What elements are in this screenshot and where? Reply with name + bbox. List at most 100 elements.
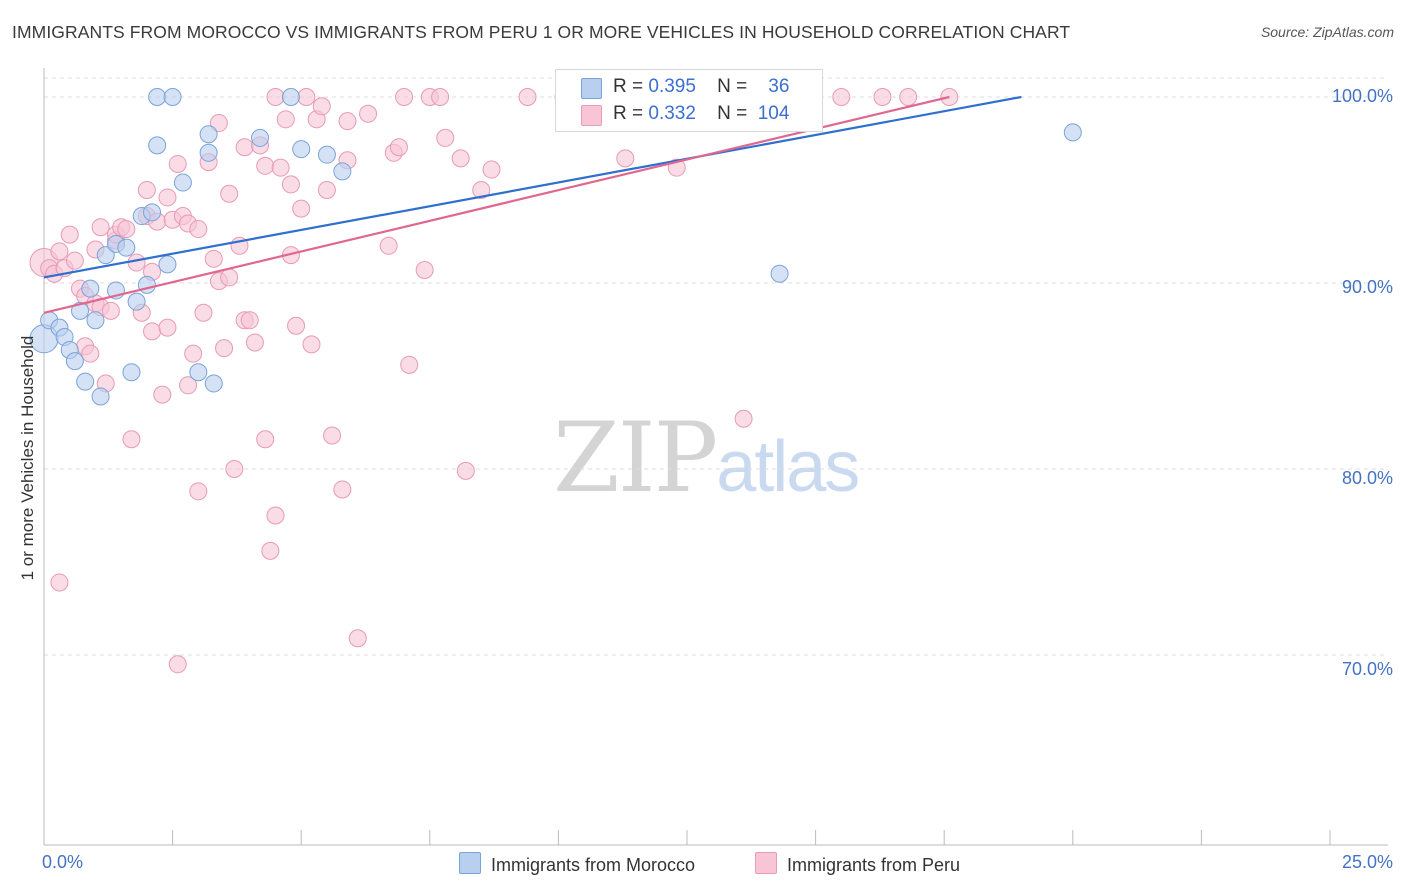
watermark-zip: ZIP (553, 402, 718, 514)
morocco-point (251, 128, 270, 147)
x-tick-label-max: 25.0% (1341, 852, 1393, 872)
morocco-point (122, 363, 141, 382)
peru-point (184, 344, 203, 363)
chart-title: IMMIGRANTS FROM MOROCCO VS IMMIGRANTS FR… (12, 22, 1071, 42)
peru-point (616, 149, 635, 168)
morocco-point (127, 292, 146, 311)
peru-point (143, 322, 162, 341)
peru-point (65, 251, 84, 270)
peru-point (518, 88, 537, 106)
y-tick-label: 100.0% (1331, 86, 1393, 106)
morocco-point (137, 275, 156, 294)
n-label: N = (717, 103, 748, 124)
peru-point (451, 149, 470, 168)
y-tick-label: 80.0% (1341, 468, 1393, 488)
morocco-point (204, 374, 223, 393)
r-label: R = (613, 103, 644, 124)
peru-point (271, 158, 290, 177)
morocco-point (86, 311, 105, 330)
morocco-point (317, 145, 336, 164)
peru-point (220, 268, 239, 287)
morocco-point (81, 279, 100, 298)
x-tick-label-min: 0.0% (42, 852, 84, 872)
peru-point (168, 154, 187, 173)
peru-point (431, 88, 450, 106)
morocco-point (65, 352, 84, 371)
stats-legend: R = 0.395 N = 36 R = 0.332 N = 104 (555, 69, 823, 132)
morocco-point (770, 264, 789, 283)
peru-point (137, 181, 156, 199)
morocco-point (173, 173, 192, 192)
peru-point (220, 184, 239, 203)
watermark: ZIPatlas (553, 402, 860, 514)
peru-point (189, 220, 208, 239)
peru-point (734, 409, 753, 428)
peru-point (400, 355, 419, 374)
r-value: 0.332 (648, 103, 696, 124)
peru-point (899, 88, 918, 106)
peru-point (482, 160, 501, 179)
bottom-legend-morocco: Immigrants from Morocco (459, 852, 695, 876)
morocco-point (189, 363, 208, 382)
peru-point (472, 181, 491, 199)
peru-point (395, 88, 414, 106)
peru-point (323, 426, 342, 445)
bottom-legend-morocco-label: Immigrants from Morocco (491, 855, 696, 875)
peru-point (256, 156, 275, 175)
peru-point (168, 655, 187, 674)
peru-point (179, 376, 198, 395)
peru-point (287, 316, 306, 335)
morocco-trend-line (43, 95, 1022, 279)
n-value: 36 (768, 76, 790, 97)
peru-point (153, 385, 172, 404)
morocco-point (148, 136, 167, 155)
peru-point (359, 104, 378, 123)
peru-point (256, 430, 275, 449)
peru-point (292, 199, 311, 218)
morocco-swatch (581, 78, 602, 99)
peru-point (266, 506, 285, 525)
morocco-point (199, 143, 218, 162)
peru-point (832, 88, 851, 106)
peru-point (225, 460, 244, 478)
peru-point (245, 333, 264, 352)
n-label: N = (717, 76, 748, 97)
peru-swatch (755, 852, 777, 874)
morocco-point (158, 255, 177, 274)
peru-point (415, 260, 434, 279)
peru-point (456, 461, 475, 480)
peru-point (333, 480, 352, 499)
peru-point (873, 88, 892, 106)
peru-point (348, 629, 367, 648)
peru-point (338, 112, 357, 131)
y-axis-label: 1 or more Vehicles in Household (18, 335, 37, 581)
peru-point (261, 541, 280, 560)
morocco-point (96, 246, 115, 265)
peru-point (209, 114, 228, 133)
peru-point (215, 339, 234, 358)
peru-swatch (581, 105, 602, 126)
morocco-point (281, 88, 300, 106)
morocco-point (117, 238, 136, 257)
peru-point (50, 573, 69, 592)
morocco-swatch (459, 852, 481, 874)
peru-point (81, 344, 100, 363)
peru-point (194, 303, 213, 322)
peru-point (158, 318, 177, 337)
peru-point (91, 218, 110, 237)
peru-point (60, 225, 79, 244)
peru-point (122, 430, 141, 449)
y-tick-label: 70.0% (1341, 659, 1393, 679)
morocco-point (91, 387, 110, 406)
morocco-point (199, 125, 218, 144)
morocco-point (71, 301, 90, 320)
peru-point (312, 97, 331, 116)
peru-point (297, 88, 316, 106)
peru-point (281, 175, 300, 194)
peru-point (158, 188, 177, 207)
peru-point (240, 311, 259, 330)
morocco-point (163, 88, 182, 106)
peru-point (276, 110, 295, 129)
peru-point (317, 181, 336, 199)
